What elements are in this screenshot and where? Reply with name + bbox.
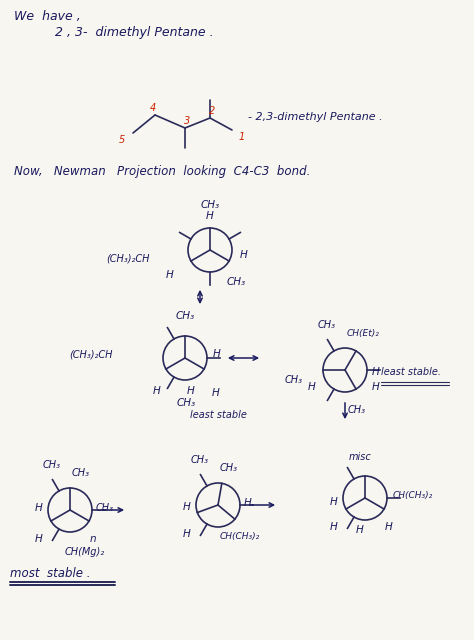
Text: n: n	[90, 534, 97, 544]
Text: H: H	[329, 522, 337, 532]
Text: CH(Mg)₂: CH(Mg)₂	[65, 547, 105, 557]
Text: H: H	[166, 270, 174, 280]
Text: 5: 5	[119, 135, 125, 145]
Text: H: H	[372, 382, 380, 392]
Text: CH₃: CH₃	[72, 468, 90, 478]
Text: least stable.: least stable.	[381, 367, 441, 377]
Text: 2 , 3-  dimethyl Pentane .: 2 , 3- dimethyl Pentane .	[55, 26, 214, 39]
Text: H: H	[244, 498, 252, 508]
Text: We  have ,: We have ,	[14, 10, 81, 23]
Text: H: H	[329, 497, 337, 507]
Text: 2: 2	[209, 106, 215, 116]
Text: H: H	[34, 534, 42, 544]
Text: CH₃: CH₃	[201, 200, 219, 210]
Text: (CH₃)₂CH: (CH₃)₂CH	[70, 349, 113, 359]
Text: CH₃: CH₃	[175, 311, 194, 321]
Text: CH(Et)₂: CH(Et)₂	[347, 329, 380, 338]
Text: CH₃: CH₃	[96, 503, 114, 513]
Text: least stable: least stable	[190, 410, 247, 420]
Text: (CH₃)₂CH: (CH₃)₂CH	[107, 253, 150, 263]
Text: H: H	[356, 525, 364, 535]
Text: H: H	[34, 503, 42, 513]
Text: CH₃: CH₃	[318, 320, 336, 330]
Text: H: H	[187, 386, 195, 396]
Text: CH₃: CH₃	[43, 460, 61, 470]
Text: Now,   Newman   Projection  looking  C4-C3  bond.: Now, Newman Projection looking C4-C3 bon…	[14, 165, 310, 178]
Text: H: H	[372, 367, 380, 377]
Text: CH₃: CH₃	[285, 375, 303, 385]
Text: H: H	[385, 522, 393, 532]
Text: CH₃: CH₃	[227, 277, 246, 287]
Text: H: H	[153, 386, 161, 396]
Text: H: H	[240, 250, 248, 260]
Text: H: H	[182, 529, 190, 539]
Text: 3: 3	[184, 116, 190, 126]
Text: 4: 4	[150, 103, 156, 113]
Text: CH₃: CH₃	[220, 463, 238, 473]
Text: H: H	[307, 382, 315, 392]
Text: CH(CH₃)₂: CH(CH₃)₂	[393, 490, 433, 499]
Text: H: H	[182, 502, 190, 512]
Text: CH₃: CH₃	[348, 405, 366, 415]
Text: - 2,3-dimethyl Pentane .: - 2,3-dimethyl Pentane .	[248, 112, 383, 122]
Text: H: H	[206, 211, 214, 221]
Text: most  stable .: most stable .	[10, 567, 91, 580]
Text: 1: 1	[239, 132, 245, 142]
Text: misc: misc	[348, 452, 371, 462]
Text: H: H	[213, 349, 221, 359]
Text: H: H	[212, 388, 220, 398]
Text: CH₃: CH₃	[191, 455, 209, 465]
Text: CH₃: CH₃	[177, 398, 196, 408]
Text: CH(CH₃)₂: CH(CH₃)₂	[220, 532, 260, 541]
